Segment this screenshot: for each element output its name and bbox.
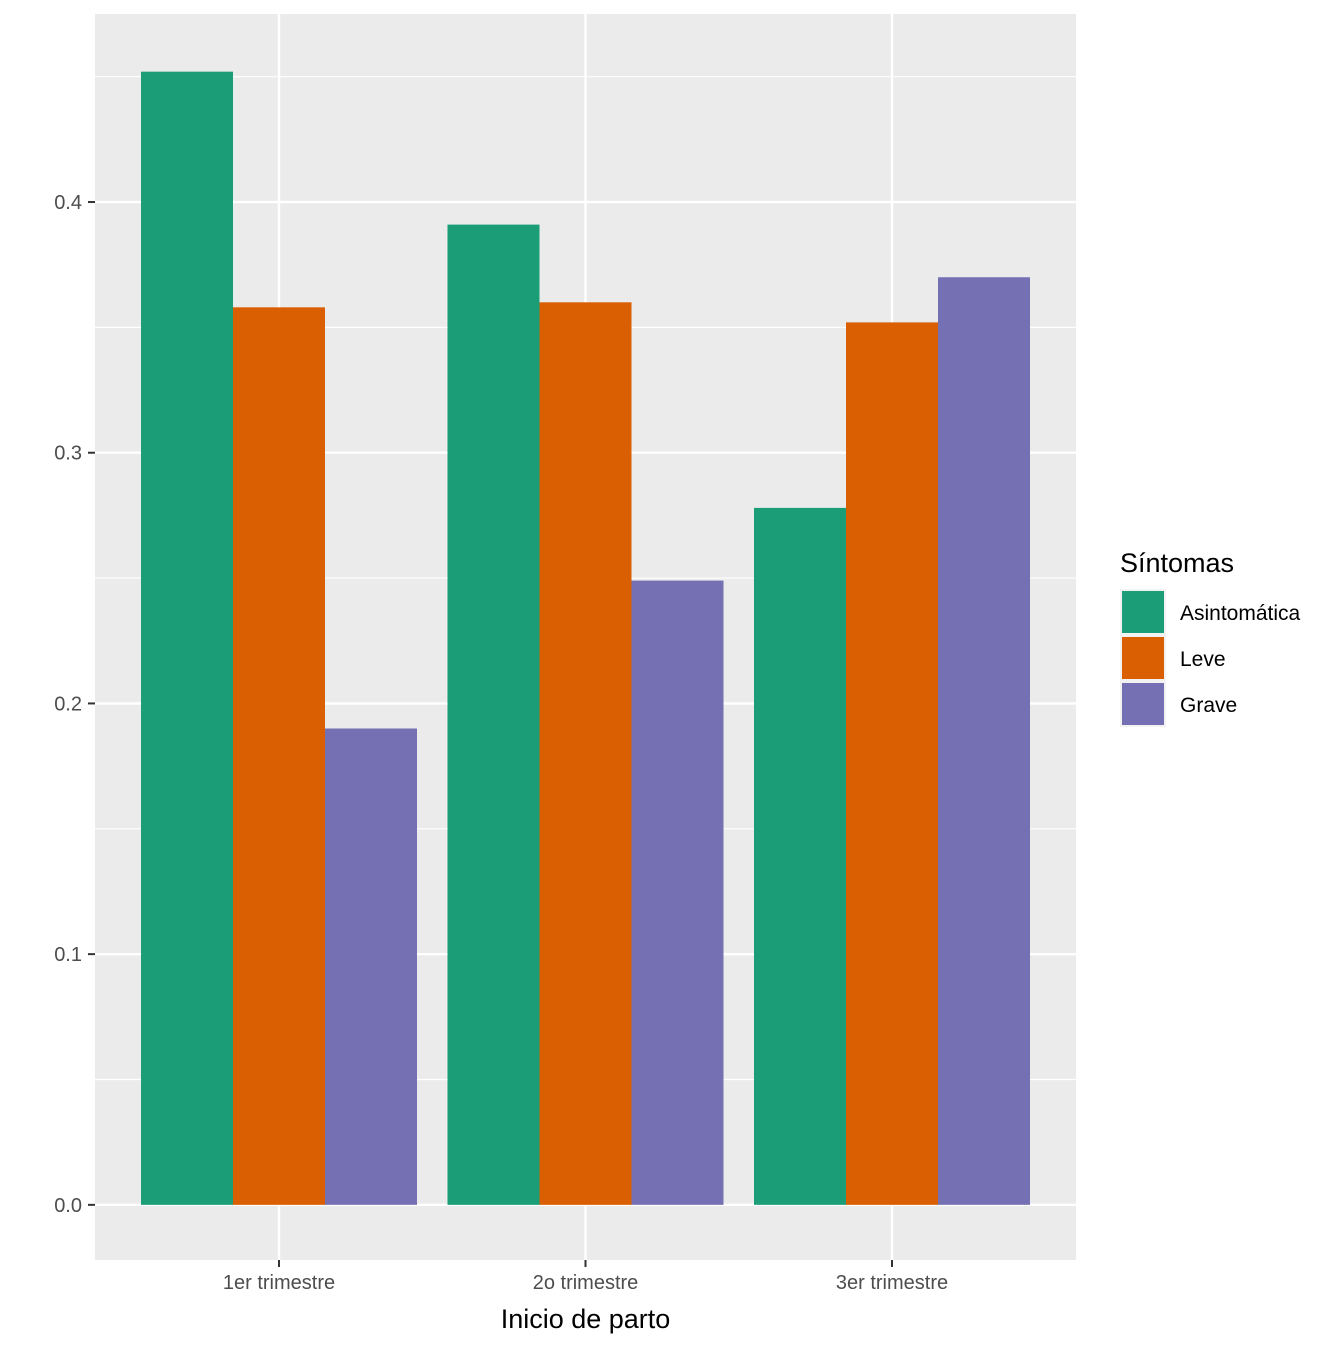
bar-2-2: [539, 302, 632, 1205]
bar-3-1: [325, 728, 417, 1205]
legend-key-swatch: [1122, 683, 1164, 725]
legend: Síntomas Asintomática Leve Grave: [1120, 548, 1301, 727]
legend-key-swatch: [1122, 637, 1164, 679]
y-axis: 0.0 0.1 0.2 0.3 0.4: [54, 192, 95, 1217]
bar-2-3: [846, 322, 938, 1205]
legend-key-swatch: [1122, 591, 1164, 633]
bar-3-2: [631, 580, 724, 1205]
y-tick-label: 0.3: [54, 443, 82, 465]
legend-title: Síntomas: [1120, 548, 1234, 578]
x-axis-title: Inicio de parto: [501, 1304, 671, 1334]
legend-label: Asintomática: [1180, 602, 1301, 625]
legend-label: Leve: [1180, 648, 1226, 671]
y-tick-label: 0.2: [54, 693, 82, 715]
x-tick-label: 3er trimestre: [836, 1272, 948, 1294]
x-tick-label: 2o trimestre: [533, 1272, 639, 1294]
x-axis: 1er trimestre 2o trimestre 3er trimestre: [223, 1260, 948, 1294]
bar-2-1: [233, 307, 325, 1205]
y-tick-label: 0.1: [54, 944, 82, 966]
bars: [141, 71, 1030, 1205]
x-tick-label: 1er trimestre: [223, 1272, 335, 1294]
bar-1-1: [141, 71, 233, 1205]
y-tick-label: 0.0: [54, 1195, 82, 1217]
bar-1-3: [754, 507, 846, 1205]
legend-label: Grave: [1180, 694, 1237, 717]
y-tick-label: 0.4: [54, 192, 82, 214]
bar-1-2: [447, 224, 540, 1205]
bar-3-3: [938, 277, 1030, 1205]
